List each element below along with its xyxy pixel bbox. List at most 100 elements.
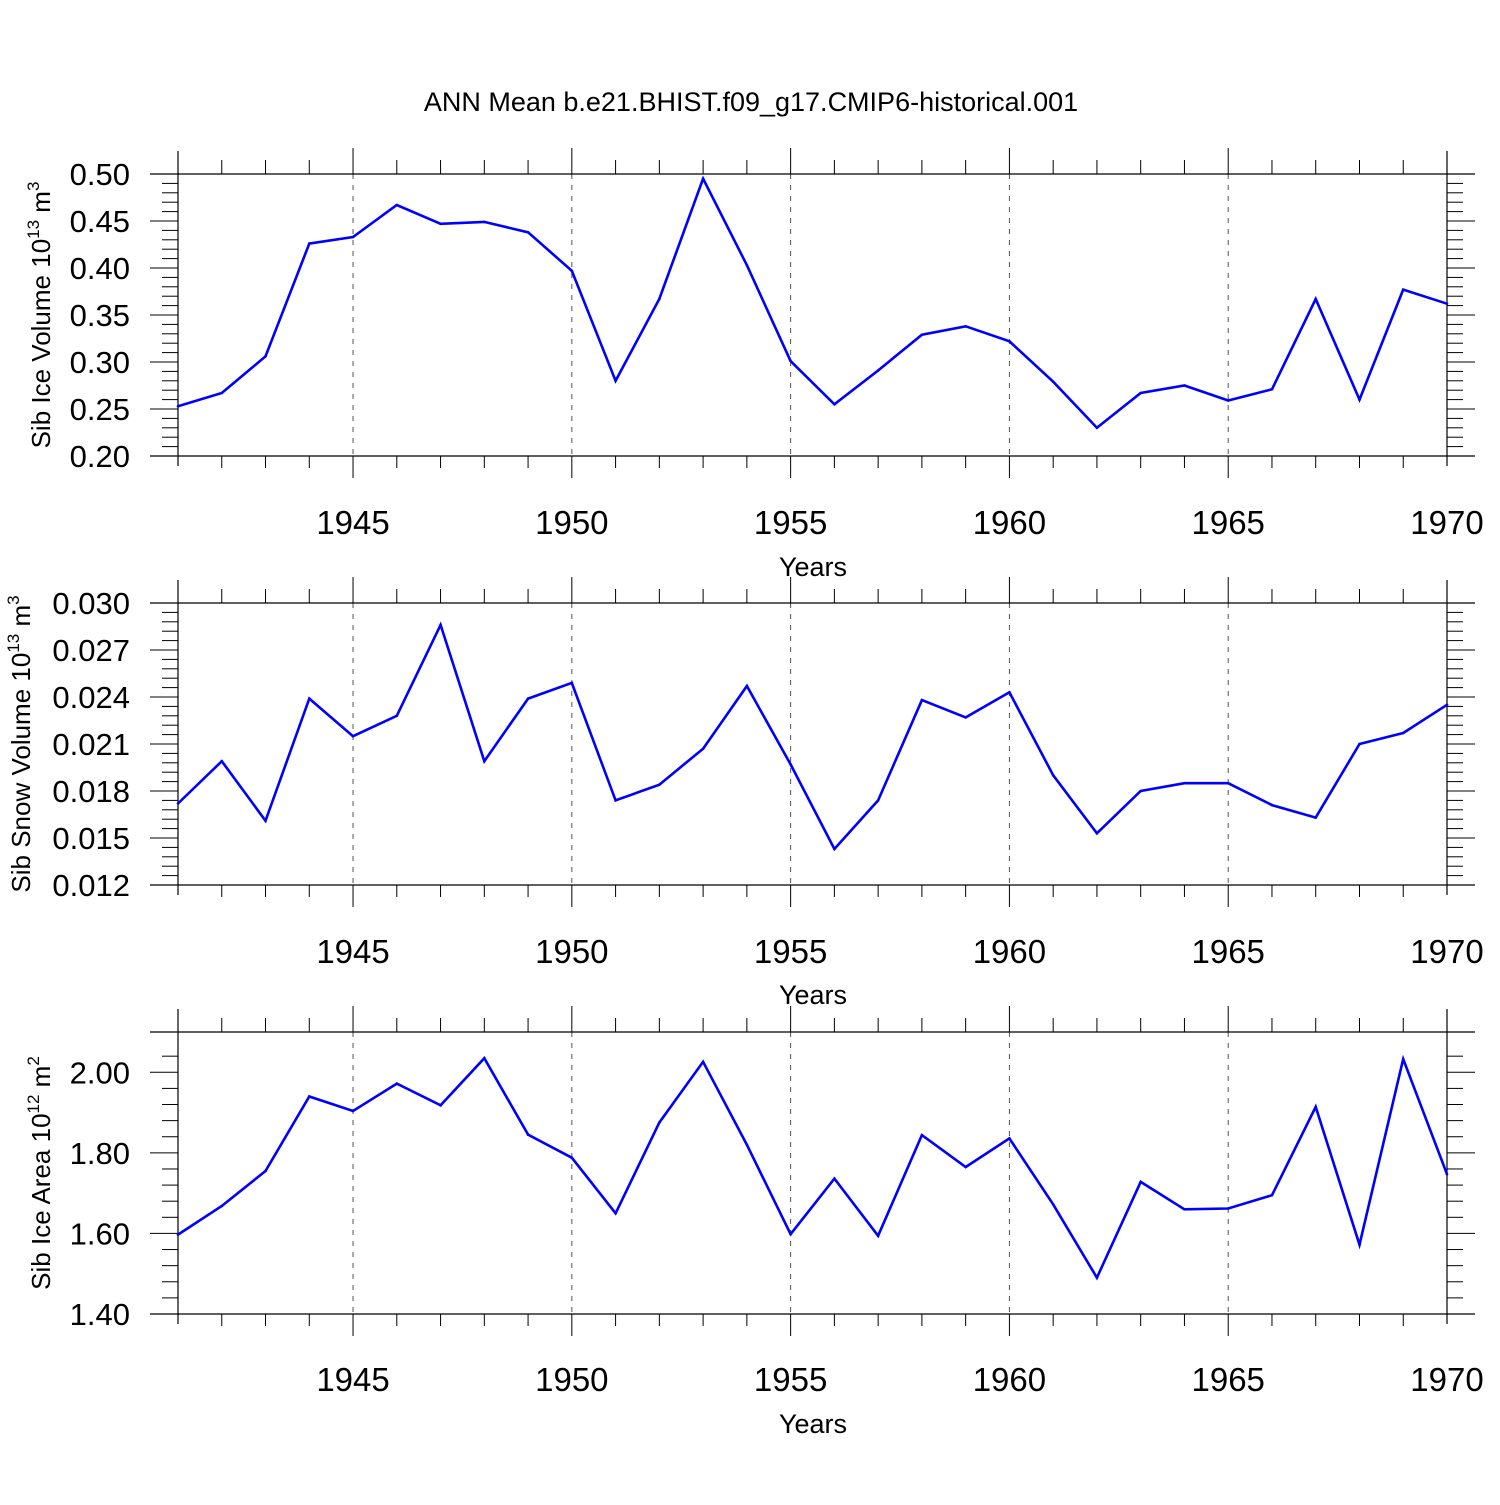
data-point	[1139, 789, 1142, 793]
y-tick-label: 0.35	[70, 298, 130, 333]
data-point	[658, 1121, 661, 1124]
data-point	[745, 263, 749, 267]
x-axis-label: Years	[779, 1409, 847, 1439]
y-tick-label: 0.25	[70, 392, 130, 427]
data-point	[658, 297, 661, 301]
data-point	[1358, 742, 1361, 746]
y-axis-label-text: m	[6, 605, 36, 634]
y-axis-label-text: m	[26, 1066, 56, 1095]
data-point	[526, 230, 530, 234]
data-point	[833, 847, 836, 851]
data-point	[1051, 380, 1055, 384]
data-point	[220, 759, 224, 763]
x-tick-label: 1950	[535, 933, 608, 970]
data-point	[1314, 297, 1318, 301]
data-point	[1445, 1172, 1449, 1176]
data-point	[176, 802, 180, 805]
y-tick-label: 0.30	[70, 345, 130, 380]
data-point	[789, 763, 792, 766]
data-point	[745, 684, 749, 688]
data-point	[920, 333, 924, 337]
x-tick-label: 1965	[1191, 504, 1264, 541]
data-point	[745, 1143, 749, 1147]
data-point	[614, 379, 617, 383]
y-tick-label: 0.027	[52, 633, 130, 668]
data-point	[307, 697, 311, 700]
y-axis-label-superscript: 13	[4, 634, 23, 653]
x-tick-label: 1960	[973, 933, 1046, 970]
data-point	[176, 1233, 180, 1236]
series-line	[177, 1054, 1449, 1281]
data-point	[1401, 1057, 1405, 1061]
data-point	[1008, 1137, 1011, 1140]
data-point	[876, 369, 880, 372]
x-tick-label: 1955	[754, 1361, 827, 1398]
x-tick-label: 1945	[316, 504, 389, 541]
data-point	[395, 1082, 399, 1085]
data-point	[964, 716, 967, 719]
data-point	[1358, 1243, 1361, 1247]
data-point	[439, 623, 442, 627]
data-point	[1226, 781, 1230, 785]
data-point	[1183, 1207, 1186, 1211]
data-point	[1051, 1203, 1055, 1206]
x-axis-label: Years	[779, 980, 847, 1010]
y-axis-label-text: Sib Ice Volume 10	[26, 239, 56, 449]
data-point	[1183, 384, 1186, 387]
data-point	[1401, 731, 1405, 735]
x-tick-label: 1950	[535, 1361, 608, 1398]
data-point	[1095, 832, 1099, 835]
x-axis-label: Years	[779, 552, 847, 582]
data-point	[1401, 288, 1405, 291]
data-point	[701, 177, 705, 180]
data-point	[307, 242, 311, 245]
panel-1: 1945 1950 1955 1960 1965 1970 0.20 0.25 0.30 0.35…	[24, 148, 1484, 582]
data-point	[1008, 691, 1011, 694]
data-point	[526, 1133, 530, 1137]
y-axis-label-superscript: 2	[24, 1056, 43, 1065]
y-tick-label: 0.018	[52, 774, 130, 809]
x-tick-label: 1965	[1191, 1361, 1264, 1398]
data-point	[964, 1165, 967, 1169]
data-point	[1139, 1180, 1142, 1184]
data-point	[395, 203, 399, 207]
data-point	[614, 799, 617, 802]
data-point	[220, 391, 224, 395]
y-tick-label: 0.40	[70, 251, 130, 286]
data-point	[833, 403, 836, 406]
data-point	[876, 799, 880, 802]
data-point	[1226, 399, 1230, 402]
y-axis-label-superscript: 12	[24, 1095, 43, 1114]
x-tick-label: 1950	[535, 504, 608, 541]
data-point	[1314, 816, 1318, 819]
data-point	[264, 1169, 267, 1173]
data-point	[789, 1232, 792, 1236]
x-tick-label: 1970	[1410, 1361, 1483, 1398]
data-point	[264, 819, 267, 823]
data-point	[876, 1234, 880, 1238]
y-tick-label: 1.60	[70, 1216, 130, 1251]
y-tick-label: 0.030	[52, 586, 130, 621]
data-point	[483, 220, 486, 224]
data-point	[701, 747, 705, 750]
data-point	[701, 1060, 705, 1064]
y-axis-label-superscript: 3	[24, 182, 43, 191]
y-tick-label: 0.20	[70, 439, 130, 474]
y-tick-label: 0.50	[70, 157, 130, 192]
data-point	[1095, 1276, 1099, 1280]
data-point	[570, 269, 574, 273]
data-point	[1226, 1207, 1230, 1210]
y-tick-label: 0.45	[70, 204, 130, 239]
data-point	[1183, 781, 1186, 785]
data-point	[351, 734, 355, 738]
y-axis-label-superscript: 13	[24, 220, 43, 239]
data-point	[964, 324, 967, 328]
x-tick-label: 1960	[973, 504, 1046, 541]
data-point	[1445, 703, 1449, 707]
y-axis-label-superscript: 3	[4, 595, 23, 604]
y-tick-label: 0.024	[52, 680, 130, 715]
y-axis-label: Sib Ice Area 1012 m2	[24, 1056, 56, 1290]
x-tick-label: 1965	[1191, 933, 1264, 970]
